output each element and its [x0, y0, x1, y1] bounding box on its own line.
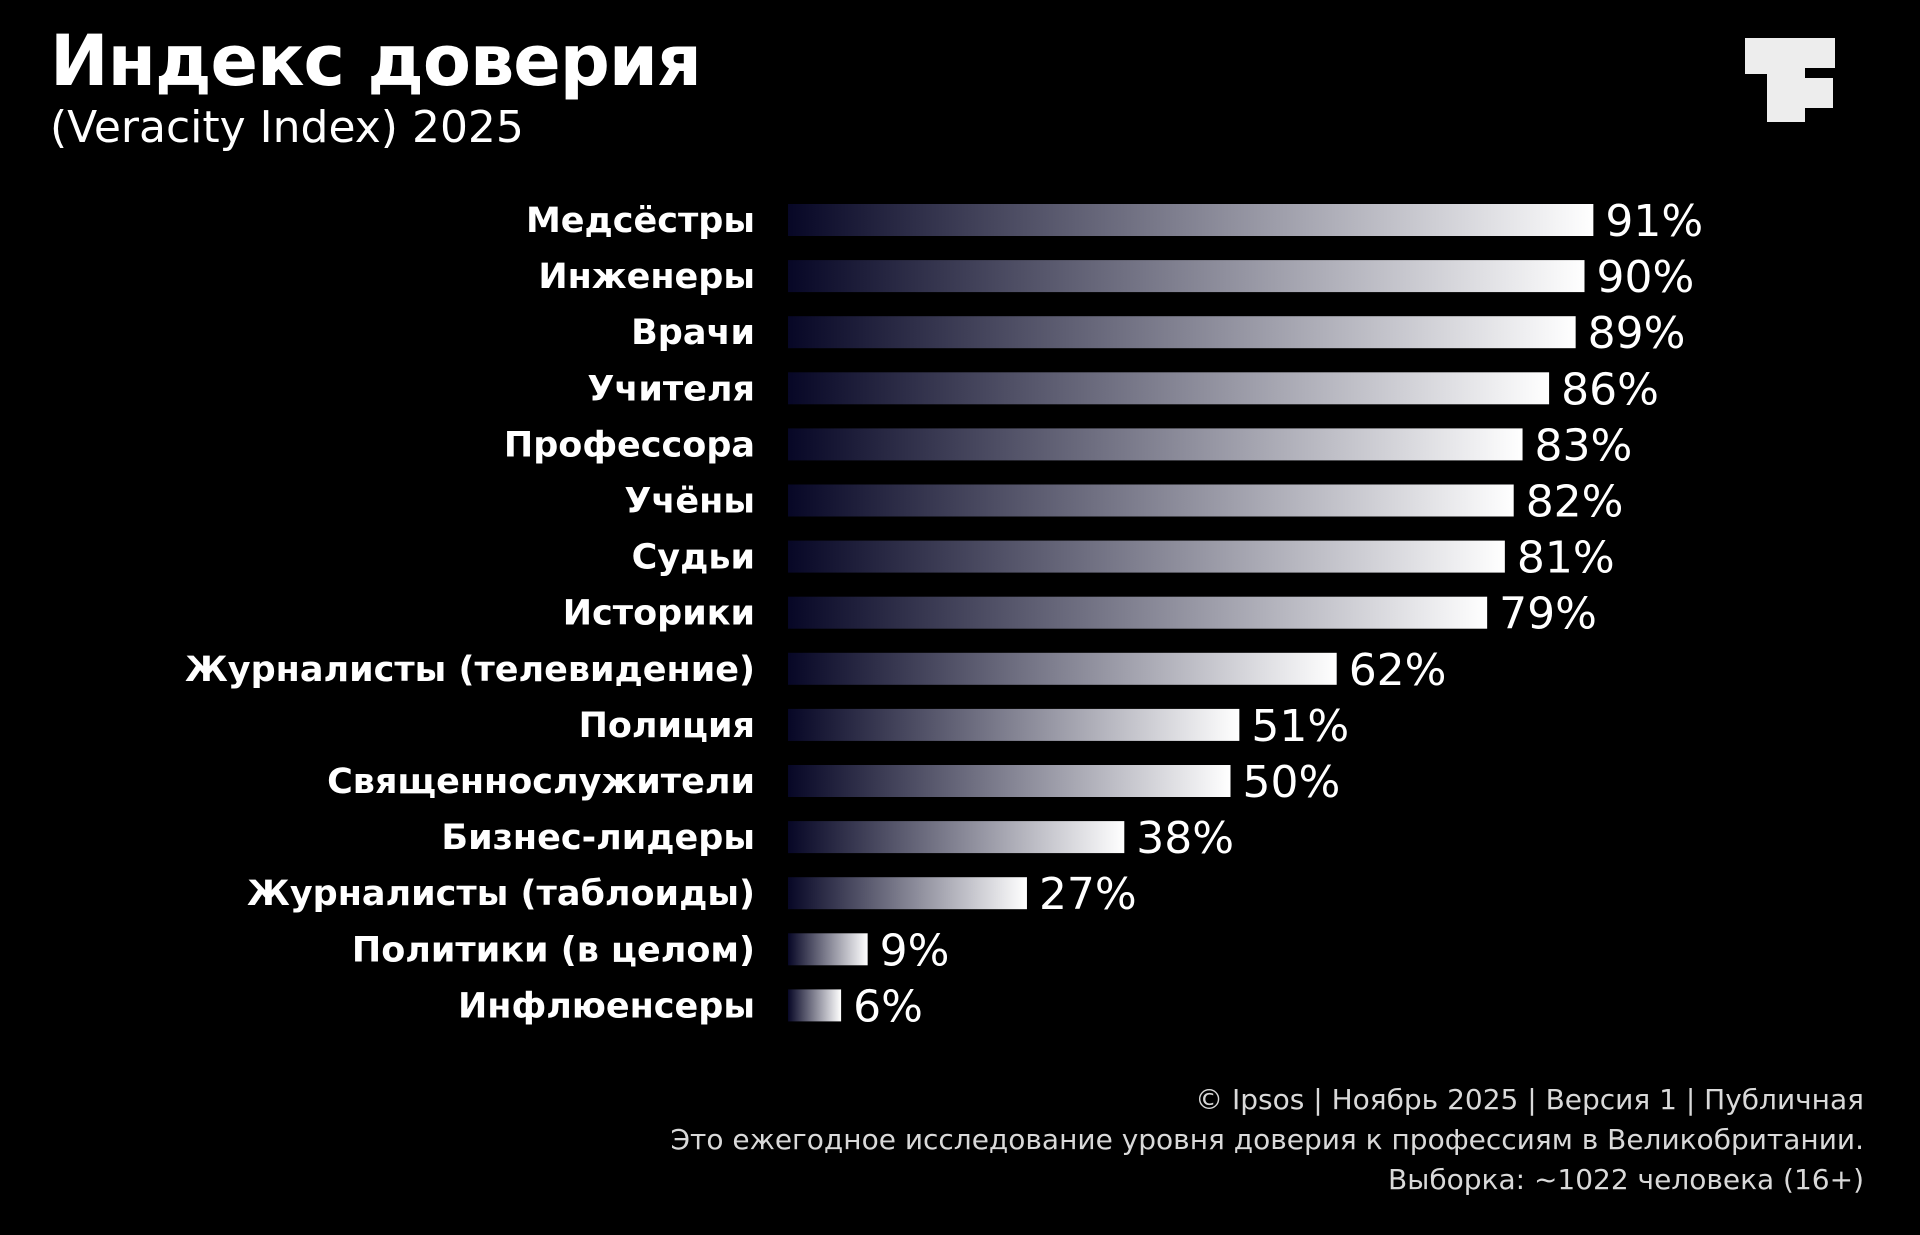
- category-label: Инфлюенсеры: [458, 986, 755, 1026]
- bar: [788, 484, 1514, 517]
- trust-index-bar-chart: Медсёстры 91% Инженеры 90% Врачи 89% Учителя 86…: [185, 196, 1703, 1032]
- bar: [788, 989, 842, 1022]
- brand-logo-shape: [1745, 38, 1835, 122]
- value-label: 62%: [1349, 645, 1447, 696]
- value-label: 89%: [1588, 308, 1686, 359]
- bar: [788, 652, 1337, 685]
- value-label: 50%: [1243, 757, 1341, 808]
- category-label: Политики (в целом): [352, 930, 755, 970]
- footer-sample: Выборка: ~1022 человека (16+): [1388, 1163, 1864, 1196]
- value-label: 9%: [880, 925, 950, 976]
- bar: [788, 372, 1550, 405]
- category-label: Священнослужители: [327, 762, 755, 802]
- brand-logo-icon: [1745, 38, 1835, 122]
- footer-copyright: © Ipsos | Ноябрь 2025 | Версия 1 | Публи…: [1195, 1083, 1864, 1116]
- value-label: 91%: [1605, 196, 1703, 247]
- value-label: 83%: [1535, 420, 1633, 471]
- value-label: 86%: [1561, 364, 1659, 415]
- category-label: Учителя: [587, 369, 755, 409]
- footer-description: Это ежегодное исследование уровня довери…: [670, 1123, 1864, 1156]
- category-label: Судьи: [632, 538, 755, 578]
- bar: [788, 708, 1240, 741]
- bar: [788, 765, 1231, 797]
- bar: [788, 540, 1505, 573]
- bar: [788, 260, 1585, 293]
- category-label: Учёны: [624, 482, 755, 522]
- value-label: 82%: [1526, 477, 1624, 528]
- category-label: Бизнес-лидеры: [441, 818, 755, 858]
- footer: © Ipsos | Ноябрь 2025 | Версия 1 | Публи…: [670, 1080, 1864, 1200]
- page-title: Индекс доверия: [50, 20, 702, 102]
- category-label: Журналисты (телевидение): [185, 650, 755, 690]
- value-label: 27%: [1039, 869, 1137, 920]
- category-label: Профессора: [504, 425, 755, 465]
- bar: [788, 316, 1576, 349]
- category-label: Историки: [563, 594, 755, 634]
- value-label: 6%: [853, 981, 923, 1032]
- bar: [788, 596, 1488, 629]
- chart-rows: Медсёстры 91% Инженеры 90% Врачи 89% Учителя 86…: [185, 196, 1703, 1032]
- value-label: 79%: [1499, 589, 1597, 640]
- bar: [788, 204, 1594, 236]
- category-label: Медсёстры: [526, 201, 755, 241]
- category-label: Инженеры: [538, 257, 755, 297]
- bar: [788, 877, 1027, 910]
- bar: [788, 933, 868, 966]
- bar: [788, 821, 1125, 854]
- value-label: 81%: [1517, 533, 1615, 584]
- category-label: Врачи: [631, 313, 755, 353]
- category-label: Журналисты (таблоиды): [247, 874, 755, 914]
- category-label: Полиция: [579, 706, 755, 746]
- value-label: 51%: [1251, 701, 1349, 752]
- value-label: 90%: [1597, 252, 1695, 303]
- page-subtitle: (Veracity Index) 2025: [50, 102, 524, 153]
- bar: [788, 428, 1523, 461]
- value-label: 38%: [1136, 813, 1234, 864]
